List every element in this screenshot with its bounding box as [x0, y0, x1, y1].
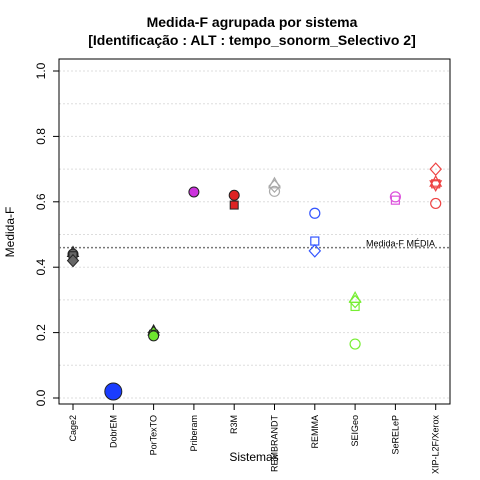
plot-frame: [58, 58, 451, 405]
data-point-circle: [430, 197, 442, 210]
data-point-circle: [268, 185, 281, 197]
data-point-square: [390, 195, 400, 205]
data-point-diamond: [308, 243, 322, 258]
y-axis: 0.0 0.2 0.4 0.6 0.8 1.0: [34, 62, 59, 406]
x-tick-label: DobrEM: [108, 415, 118, 448]
x-tick-label: Cage2: [68, 415, 78, 442]
y-tick-label: 0.4: [34, 259, 48, 276]
x-tick-label: REMBRANDT: [270, 415, 280, 473]
chart-title: Medida-F agrupada por sistema: [147, 14, 358, 30]
data-point-square: [310, 236, 320, 246]
data-point-circle-large: [104, 382, 123, 401]
y-tick-label: 0.8: [34, 128, 48, 145]
data-point-circle: [389, 191, 401, 203]
y-tick-label: 0.0: [34, 389, 48, 406]
x-tick-label: Priberam: [189, 415, 199, 452]
x-tick-label: PorTexTO: [149, 415, 159, 455]
x-tick-label: SeRELeP: [390, 415, 400, 455]
y-tick-label: 1.0: [34, 62, 48, 79]
x-tick-label: SEIGeo: [350, 415, 360, 447]
data-points: [66, 162, 443, 401]
y-tick-label: 0.2: [34, 324, 48, 341]
data-point-triangle: [348, 291, 362, 303]
data-point-circle: [309, 207, 321, 219]
data-point-triangle-down: [429, 180, 443, 193]
data-point-circle: [188, 186, 200, 198]
data-point-circle: [148, 330, 160, 342]
data-point-circle: [228, 189, 240, 201]
grid-lines: [59, 70, 450, 399]
data-point-diamond: [66, 253, 80, 268]
data-point-diamond: [348, 294, 362, 309]
reference-line-label: Medida-F MÉDIA: [366, 239, 435, 249]
x-tick-label: R3M: [229, 415, 239, 434]
y-tick-label: 0.6: [34, 193, 48, 210]
data-point-square: [350, 301, 360, 312]
data-point-circle: [349, 338, 361, 350]
data-point-square: [229, 200, 239, 210]
x-axis: Cage2 DobrEM PorTexTO Priberam R3M REMBRANDT R…: [68, 404, 441, 474]
chart-subtitle: [Identificação : ALT : tempo_sonorm_Sele…: [88, 32, 416, 48]
x-tick-label: REMMA: [310, 415, 320, 449]
x-tick-label: XIP-L2F/Xerox: [431, 415, 441, 475]
x-axis-label: Sistemas: [229, 450, 278, 464]
data-point-square: [431, 179, 441, 189]
data-point-diamond: [268, 179, 281, 193]
y-axis-label: Medida-F: [3, 207, 17, 258]
